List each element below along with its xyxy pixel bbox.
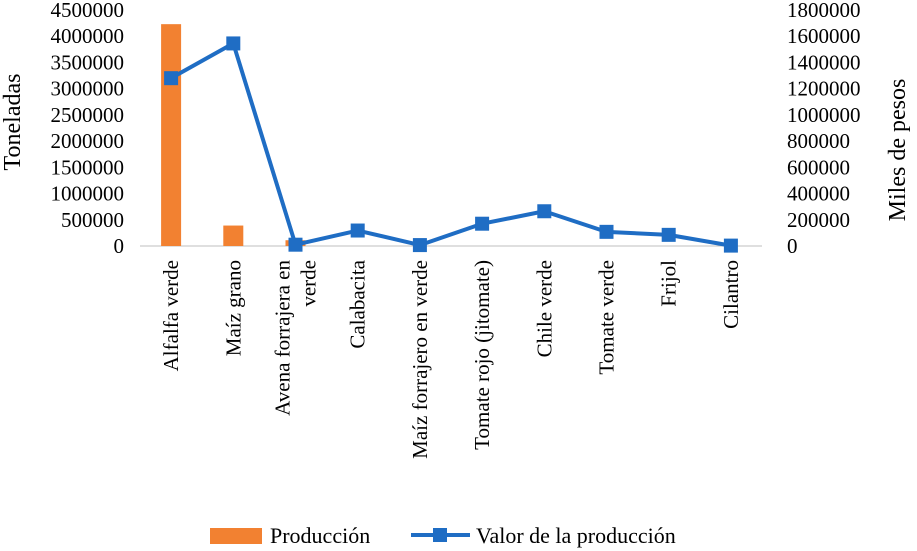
right-tick-label: 1200000 [787,77,861,101]
right-tick-label: 1400000 [787,50,861,74]
category-label-line: Tomate verde [595,260,619,375]
line-point [226,36,241,51]
category-label: Maíz grano [221,260,245,356]
category-label: Calabacita [346,259,370,348]
category-label: Chile verde [532,260,556,357]
series-line [170,41,732,248]
category-label: Maíz forrajero en verde [408,260,432,459]
category-label-line: Cilantro [719,260,743,329]
category-label: Frijol [657,260,681,307]
left-axis-title: Toneladas [0,74,26,171]
category-label: Tomate verde [595,260,619,375]
category-label: Cilantro [719,260,743,329]
line-series [164,36,738,253]
line-point [350,223,365,238]
line-point [412,238,427,253]
line-point [723,238,738,253]
left-tick-label: 2000000 [51,129,125,153]
left-tick-label: 1000000 [51,182,125,206]
line-point [475,216,490,231]
legend: Producción Valor de la producción [210,523,676,548]
legend-label-valor: Valor de la producción [476,523,676,548]
line-point [661,227,676,242]
category-label-line: Calabacita [346,259,370,348]
right-axis-title: Miles de pesos [885,79,911,222]
category-label-line: Tomate rojo (jitomate) [470,260,494,450]
left-tick-label: 3000000 [51,77,125,101]
left-tick-label: 4000000 [51,24,125,48]
right-tick-label: 600000 [787,155,850,179]
category-label-line: Avena forrajera en [271,260,295,416]
category-label: Tomate rojo (jitomate) [470,260,494,450]
bar [223,225,244,246]
category-label-line: Maíz grano [221,260,245,356]
right-tick-label: 1800000 [787,0,861,22]
left-tick-label: 4500000 [51,0,125,22]
category-labels: Alfalfa verde Maíz grano Avena forrajera e… [159,259,743,458]
right-tick-label: 800000 [787,129,850,153]
left-tick-label: 3500000 [51,50,125,74]
category-label: Alfalfa verde [159,260,183,371]
left-tick-label: 0 [114,234,125,258]
right-tick-label: 200000 [787,208,850,232]
category-label: Avena forrajera enverde [271,260,321,416]
right-tick-label: 1600000 [787,24,861,48]
bar [161,24,182,246]
legend-swatch-produccion [210,528,262,544]
legend-label-produccion: Producción [270,523,370,548]
line-point [599,224,614,239]
line-point [537,204,552,219]
left-tick-label: 1500000 [51,155,125,179]
category-label-line: Alfalfa verde [159,260,183,371]
right-tick-label: 0 [787,234,798,258]
right-tick-label: 1000000 [787,103,861,127]
legend-swatch-valor-marker [433,528,447,542]
line-point [288,237,303,252]
line-point [164,71,179,86]
right-tick-label: 400000 [787,182,850,206]
category-label-line: verde [297,260,321,307]
category-label-line: Maíz forrajero en verde [408,260,432,459]
category-label-line: Frijol [657,260,681,307]
left-tick-label: 2500000 [51,103,125,127]
category-label-line: Chile verde [532,260,556,357]
left-tick-label: 500000 [61,208,124,232]
